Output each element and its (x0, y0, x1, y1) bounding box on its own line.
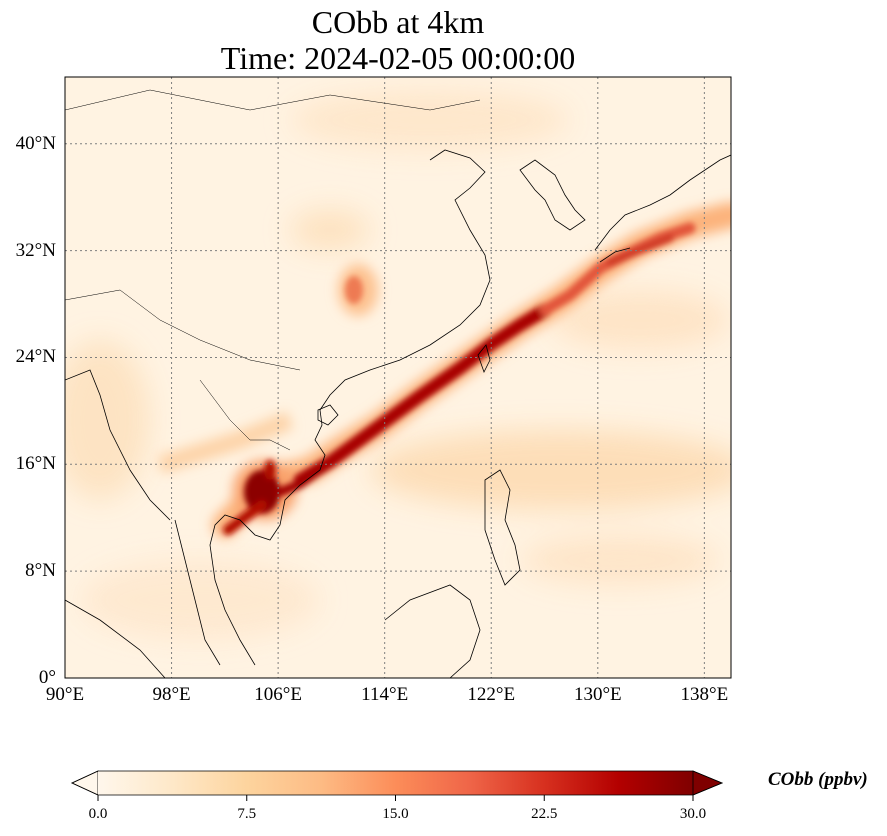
lat-tick-label: 24°N (15, 346, 56, 368)
colorbar-tick-label: 22.5 (531, 806, 558, 822)
lon-tick-label: 98°E (152, 684, 191, 705)
colorbar-title: CObb (ppbv) (768, 769, 868, 790)
lat-tick-label: 40°N (15, 132, 56, 154)
lat-tick-label: 16°N (15, 453, 56, 475)
colorbar-tick-label: 15.0 (382, 806, 409, 822)
coastlines (65, 89, 731, 678)
lon-tick-label: 106°E (254, 684, 302, 705)
colorbar-tick-label: 30.0 (679, 806, 707, 822)
colorbar-tick-label: 7.5 (237, 806, 257, 822)
lat-tick-label: 8°N (25, 560, 56, 582)
map-frame (64, 76, 732, 679)
lat-tick-label: 0° (38, 667, 56, 688)
colorbar-tick-label: 0.0 (88, 806, 108, 822)
map-time: Time: 2024-02-05 00:00:00 (220, 40, 576, 76)
concentration-field (65, 77, 731, 678)
lon-tick-label: 114°E (361, 684, 409, 705)
colorbar-gradient (98, 771, 693, 795)
lon-tick-label: 138°E (680, 684, 729, 705)
lon-tick-label: 122°E (467, 684, 516, 705)
map-title: CObb at 4km (311, 4, 485, 40)
colorbar (71, 770, 724, 801)
lon-tick-label: 130°E (573, 684, 622, 705)
gridlines (65, 77, 731, 678)
lat-tick-label: 32°N (15, 239, 56, 261)
colorbar-extend-high (692, 770, 724, 796)
lon-tick-label: 90°E (45, 684, 85, 705)
colorbar-extend-low (71, 770, 99, 796)
